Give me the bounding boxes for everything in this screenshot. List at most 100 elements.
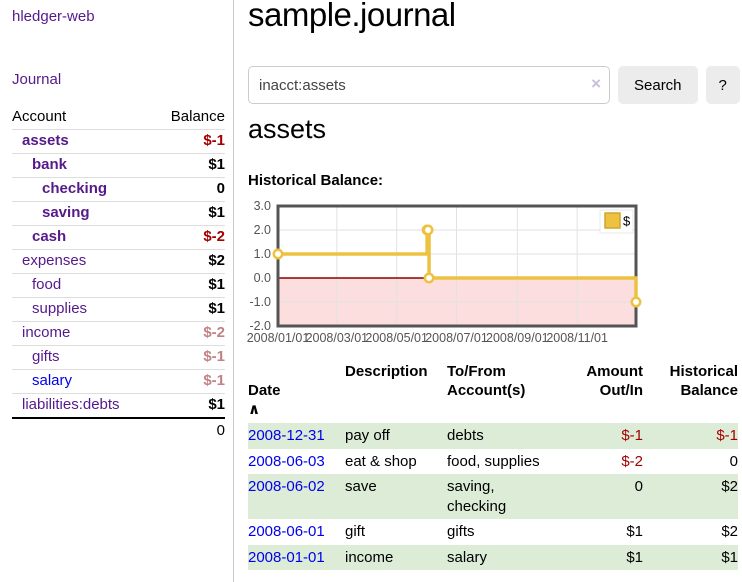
sidebar-account-link-liabilities-debts[interactable]: liabilities:debts bbox=[22, 396, 120, 413]
account-row: expenses $2 bbox=[12, 249, 225, 273]
legend-swatch bbox=[604, 212, 621, 229]
clear-search-icon[interactable]: × bbox=[591, 74, 601, 93]
col-header-description: Description bbox=[345, 363, 428, 380]
sidebar-account-link-food[interactable]: food bbox=[32, 276, 62, 293]
sidebar-account-link-expenses[interactable]: expenses bbox=[22, 252, 87, 269]
y-tick-label: 2.0 bbox=[254, 223, 271, 237]
sidebar-account-link-gifts[interactable]: gifts bbox=[32, 348, 60, 365]
account-row: gifts $-1 bbox=[12, 345, 225, 369]
app-title: hledger-web bbox=[12, 8, 95, 25]
register-balance-cell: $-1 bbox=[716, 427, 738, 444]
register-date-cell: 2008-06-02 bbox=[248, 474, 345, 519]
account-row: bank $1 bbox=[12, 153, 225, 177]
register-accounts-cell: salary bbox=[447, 548, 488, 566]
sort-ascending-icon: ∧ bbox=[248, 401, 261, 418]
account-balance: $1 bbox=[208, 156, 225, 173]
register-balance-cell: $1 bbox=[721, 548, 738, 566]
account-row: checking 0 bbox=[12, 177, 225, 201]
page-title: sample.journal bbox=[248, 0, 456, 33]
account-row: assets $-1 bbox=[12, 129, 225, 153]
col-header-amount: Amount Out/In bbox=[586, 363, 643, 399]
register-description-cell: eat & shop bbox=[345, 452, 417, 470]
register-amount-cell: 0 bbox=[634, 478, 643, 495]
balance-column-header: Balance bbox=[170, 108, 225, 125]
register-date-link[interactable]: 2008-12-31 bbox=[248, 427, 325, 444]
register-balance-cell: $2 bbox=[721, 478, 738, 495]
account-balances: Account Balance assets $-1 bank $1 checking 0… bbox=[12, 106, 225, 443]
account-balance: $-1 bbox=[203, 372, 225, 389]
account-balance: $-2 bbox=[203, 228, 225, 245]
register-date-link[interactable]: 2008-06-02 bbox=[248, 478, 325, 495]
data-point bbox=[630, 296, 642, 308]
account-balance: $1 bbox=[208, 204, 225, 221]
sidebar-account-link-assets[interactable]: assets bbox=[22, 132, 69, 149]
search-button[interactable]: Search bbox=[618, 66, 698, 104]
account-balance: $2 bbox=[208, 252, 225, 269]
register-row: 2008-06-02 save saving, checking 0 $2 bbox=[248, 474, 738, 519]
sidebar-account-link-supplies[interactable]: supplies bbox=[32, 300, 88, 317]
col-header-date[interactable]: Date ∧ bbox=[248, 360, 345, 423]
register-date-cell: 2008-12-31 bbox=[248, 423, 345, 449]
sidebar-account-link-bank[interactable]: bank bbox=[32, 156, 68, 173]
historical-balance-chart: 3.0 2.0 1.0 0.0 -1.0 -2.0 2008/01/01 2008/03/01… bbox=[247, 196, 650, 348]
x-tick-label: 2008/01/01 bbox=[247, 331, 310, 345]
data-point bbox=[422, 224, 434, 236]
register-amount-cell: $1 bbox=[626, 548, 643, 566]
register-row: 2008-06-01 gift gifts $1 $2 bbox=[248, 519, 738, 545]
x-tick-label: 2008/07/01 bbox=[425, 331, 488, 345]
register-table: Date ∧ Description To/From Account(s) Am… bbox=[248, 360, 738, 570]
register-description-cell: gift bbox=[345, 523, 366, 540]
account-rows: assets $-1 bank $1 checking 0 saving $1 cash $-2 e… bbox=[12, 129, 225, 417]
register-date-cell: 2008-06-03 bbox=[248, 449, 345, 475]
sidebar-account-link-checking[interactable]: checking bbox=[42, 180, 108, 197]
sidebar: hledger-web Journal Account Balance asse… bbox=[0, 0, 234, 582]
sidebar-account-link-income[interactable]: income bbox=[22, 324, 71, 341]
col-header-balance: Historical Balance bbox=[669, 363, 738, 399]
register-amount-cell: $-1 bbox=[621, 427, 643, 444]
plot-border bbox=[276, 204, 638, 328]
register-date-link[interactable]: 2008-01-01 bbox=[248, 548, 325, 566]
date-header-label: Date bbox=[248, 382, 281, 399]
sidebar-item-journal[interactable]: Journal bbox=[12, 71, 62, 88]
register-row: 2008-01-01 income salary $1 $1 bbox=[248, 544, 738, 570]
register-amount-cell: $1 bbox=[626, 523, 643, 540]
col-header-accounts: To/From Account(s) bbox=[447, 363, 526, 399]
search-box: × bbox=[248, 66, 610, 104]
x-tick-label: 2008/11/01 bbox=[546, 331, 608, 345]
register-header-row: Date ∧ Description To/From Account(s) Am… bbox=[248, 360, 738, 423]
sidebar-account-link-salary[interactable]: salary bbox=[32, 372, 73, 389]
app-title-link[interactable]: hledger-web bbox=[12, 8, 95, 25]
account-balance: $-1 bbox=[203, 348, 225, 365]
register-row: 2008-12-31 pay off debts $-1 $-1 bbox=[248, 423, 738, 449]
sidebar-account-link-cash[interactable]: cash bbox=[32, 228, 67, 245]
account-balance: $1 bbox=[208, 396, 225, 413]
account-row: saving $1 bbox=[12, 201, 225, 225]
register-row: 2008-06-03 eat & shop food, supplies $-2 0 bbox=[248, 449, 738, 475]
register-accounts-cell: food, supplies bbox=[447, 452, 540, 470]
account-table-header: Account Balance bbox=[12, 106, 225, 129]
account-row: food $1 bbox=[12, 273, 225, 297]
register-date-link[interactable]: 2008-06-03 bbox=[248, 452, 325, 470]
account-balance: 0 bbox=[216, 180, 225, 197]
search-form: × Search ? bbox=[248, 66, 740, 104]
y-tick-label: -2.0 bbox=[249, 319, 271, 333]
main-content: sample.journal × Search ? assets Histori… bbox=[247, 0, 740, 582]
register-accounts-cell: debts bbox=[447, 427, 484, 444]
search-input[interactable] bbox=[248, 66, 610, 104]
register-balance-cell: $2 bbox=[721, 523, 738, 540]
register-date-cell: 2008-06-01 bbox=[248, 519, 345, 545]
sidebar-account-link-saving[interactable]: saving bbox=[42, 204, 90, 221]
legend-label: $ bbox=[623, 214, 631, 229]
account-heading: assets bbox=[248, 114, 327, 144]
account-row: supplies $1 bbox=[12, 297, 225, 321]
chart-title: Historical Balance: bbox=[248, 172, 384, 189]
account-column-header: Account bbox=[12, 108, 67, 125]
search-help-button[interactable]: ? bbox=[705, 66, 740, 104]
data-point bbox=[272, 248, 284, 260]
account-total-row: 0 bbox=[12, 417, 225, 443]
register-description-cell: income bbox=[345, 548, 394, 566]
y-tick-label: 0.0 bbox=[254, 271, 271, 285]
account-row: income $-2 bbox=[12, 321, 225, 345]
register-date-link[interactable]: 2008-06-01 bbox=[248, 523, 325, 540]
y-tick-label: 1.0 bbox=[254, 247, 271, 261]
